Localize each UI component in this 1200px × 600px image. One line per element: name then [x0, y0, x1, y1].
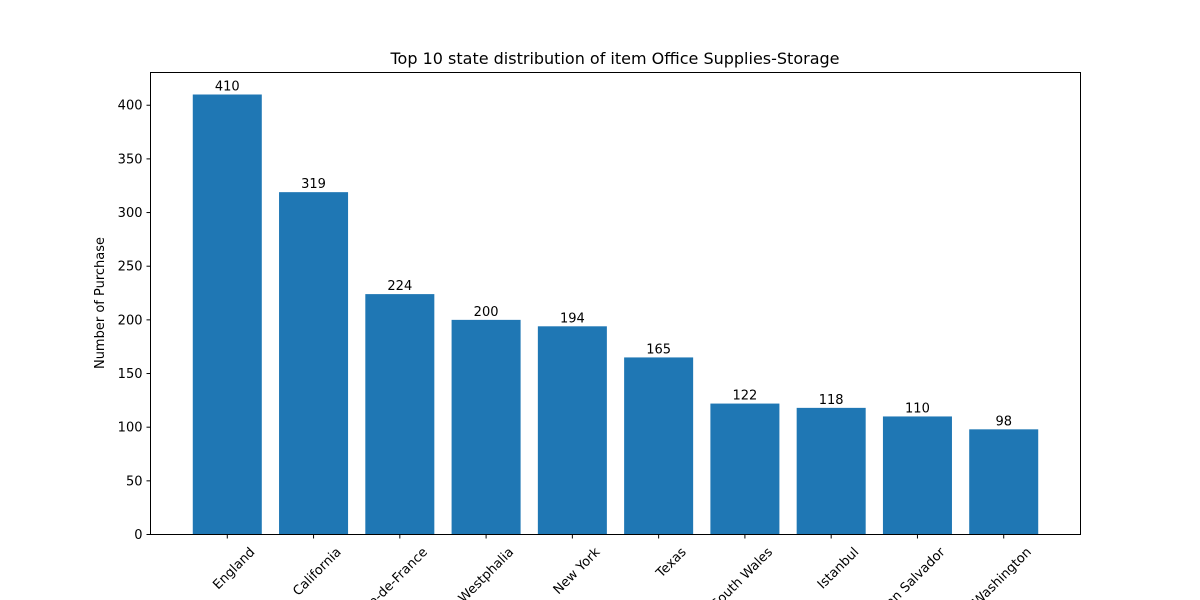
x-tick-label: California: [290, 545, 344, 599]
y-axis-label: Number of Purchase: [93, 237, 108, 369]
bar: [279, 192, 349, 535]
bar: [451, 319, 521, 535]
y-tick-label: 50: [126, 474, 143, 489]
bar-value-label: 319: [301, 177, 326, 192]
bar: [796, 407, 866, 535]
x-tick-label: England: [210, 545, 258, 593]
y-tick-label: 150: [118, 367, 143, 382]
y-tick-label: 0: [134, 528, 142, 543]
y-tick-label: 300: [118, 206, 143, 221]
x-tick-label: New South Wales: [686, 545, 777, 600]
bars-layer: [192, 94, 1039, 535]
y-tick-label: 400: [118, 99, 143, 114]
value-labels-layer: 410 319 224 200 194 165 122 118 110 98: [215, 80, 1012, 430]
y-tick-label: 350: [118, 152, 143, 167]
bar-value-label: 200: [474, 305, 499, 320]
bar: [710, 403, 780, 535]
x-tick-label: New York: [551, 545, 604, 598]
bar-value-label: 122: [732, 389, 757, 404]
x-tick-label: Istanbul: [815, 545, 862, 592]
bar: [969, 429, 1039, 535]
x-tick-label: Île-de-France: [359, 544, 431, 600]
y-axis: 0 50 100 150 200 250 300 350 400: [118, 99, 151, 543]
bar-value-label: 165: [646, 342, 671, 357]
bar-value-label: 110: [905, 401, 930, 416]
x-tick-label: Washington: [970, 545, 1035, 600]
bar-value-label: 194: [560, 311, 585, 326]
bar: [192, 94, 262, 535]
x-tick-label: San Salvador: [877, 544, 949, 600]
plot-frame: [150, 72, 1081, 535]
bar: [624, 357, 694, 535]
chart-title: Top 10 state distribution of item Office…: [390, 49, 840, 68]
bar-value-label: 98: [995, 414, 1012, 429]
bar-value-label: 118: [819, 393, 844, 408]
bar-value-label: 224: [387, 279, 412, 294]
x-tick-label: Texas: [653, 545, 690, 582]
y-tick-label: 250: [118, 260, 143, 275]
bar: [882, 416, 952, 535]
bar-value-label: 410: [215, 80, 240, 95]
y-tick-label: 100: [118, 421, 143, 436]
y-tick-label: 200: [118, 313, 143, 328]
bar: [537, 326, 607, 535]
bar: [365, 294, 435, 535]
